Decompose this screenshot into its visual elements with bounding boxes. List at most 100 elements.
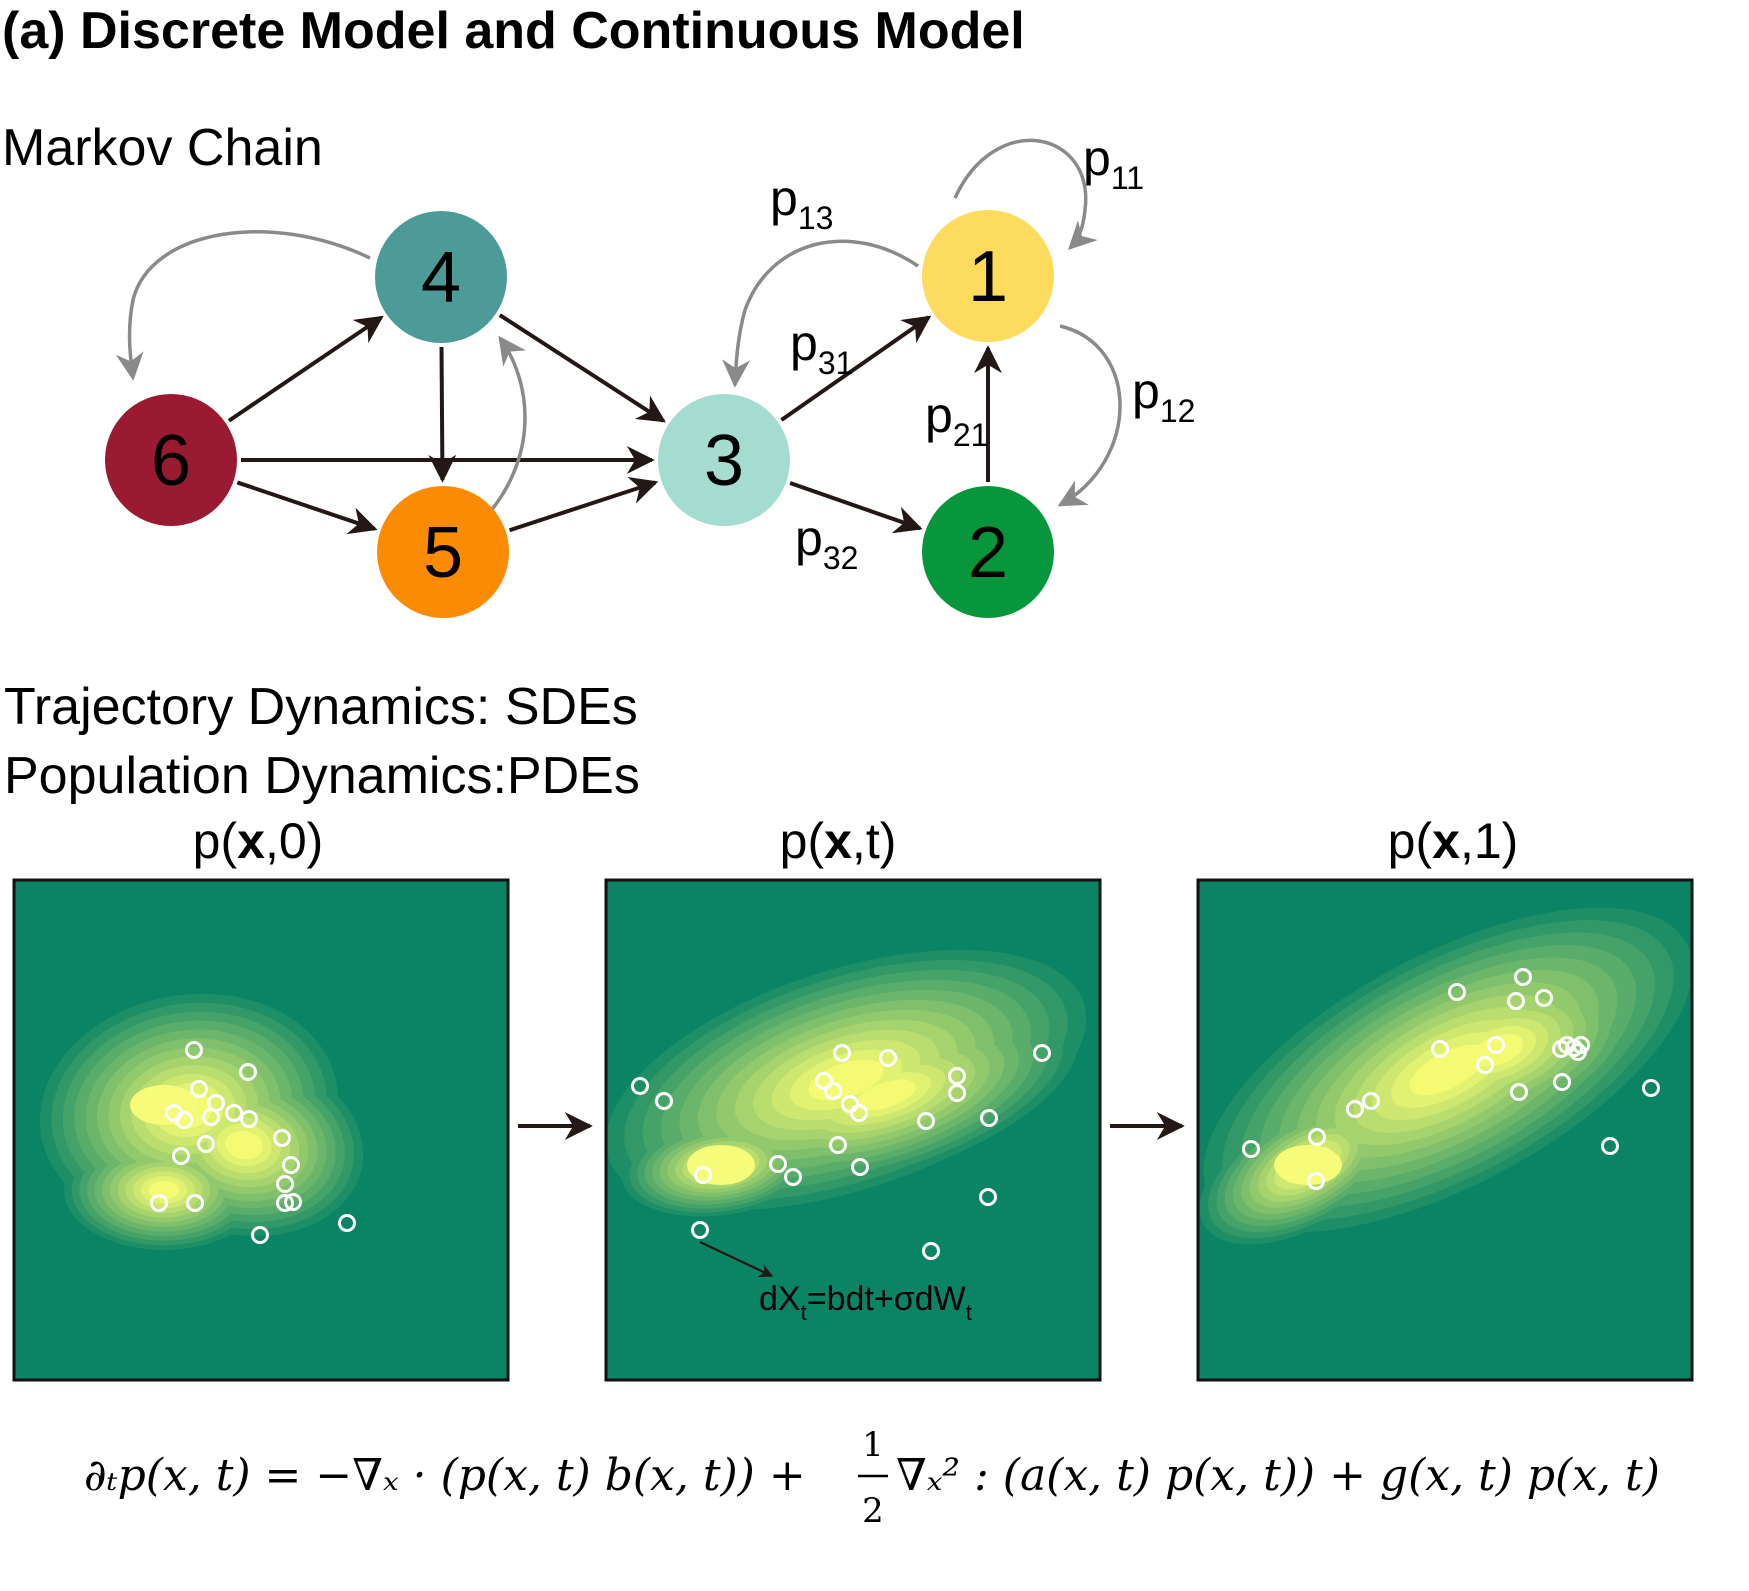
sample-point bbox=[1448, 983, 1466, 1001]
sample-point bbox=[655, 1092, 673, 1110]
node-3-circle bbox=[658, 394, 790, 526]
edge-3-to-1 bbox=[780, 315, 932, 422]
edge-3-to-2-label: p32 bbox=[795, 510, 858, 576]
sample-point bbox=[225, 1104, 243, 1122]
density-panel-t1 bbox=[1196, 878, 1694, 1382]
density-peak bbox=[1274, 1145, 1342, 1185]
sample-point bbox=[829, 1136, 847, 1154]
edge-3-to-2 bbox=[789, 481, 923, 534]
sample-point bbox=[284, 1193, 302, 1211]
equation-lhs: ∂ₜp(x, t) = −∇ₓ · (p(x, t) b(x, t)) + bbox=[84, 1450, 806, 1501]
sample-point bbox=[850, 1104, 868, 1122]
node-2: 2 bbox=[922, 486, 1054, 618]
node-3: 3 bbox=[658, 394, 790, 526]
sample-point bbox=[1601, 1137, 1619, 1155]
edge-1-to-2 bbox=[1057, 324, 1122, 507]
edge-1-to-1 bbox=[953, 138, 1098, 250]
sample-point bbox=[1507, 992, 1525, 1010]
node-3-label: 3 bbox=[704, 421, 744, 501]
density-peak bbox=[687, 1145, 755, 1185]
sample-point bbox=[251, 1226, 269, 1244]
sample-point bbox=[1307, 1172, 1325, 1190]
sample-point bbox=[1242, 1140, 1260, 1158]
sample-point bbox=[1476, 1056, 1494, 1074]
edge-6-to-5 bbox=[236, 480, 378, 535]
sample-point bbox=[1308, 1128, 1326, 1146]
sample-point bbox=[979, 1188, 997, 1206]
panel-title-t1: p(x,1) bbox=[1388, 813, 1519, 869]
sample-point bbox=[1510, 1083, 1528, 1101]
sample-point bbox=[922, 1242, 940, 1260]
sample-point bbox=[980, 1109, 998, 1127]
density-contour bbox=[808, 1059, 884, 1101]
sample-point bbox=[833, 1044, 851, 1062]
edge-1-to-1-label: p11 bbox=[1083, 130, 1144, 196]
node-5: 5 bbox=[377, 486, 509, 618]
sample-point bbox=[276, 1194, 294, 1212]
sample-point bbox=[276, 1175, 294, 1193]
panel-title-t0: p(x,0) bbox=[193, 813, 324, 869]
density-panel-tt bbox=[604, 878, 1102, 1382]
sample-point bbox=[1346, 1100, 1364, 1118]
sample-point bbox=[694, 1166, 712, 1184]
sample-point bbox=[1642, 1079, 1660, 1097]
sample-point bbox=[273, 1129, 291, 1147]
sample-point bbox=[815, 1072, 833, 1090]
sample-point bbox=[1535, 989, 1553, 1007]
sample-point bbox=[769, 1155, 787, 1173]
density-contour bbox=[225, 1130, 263, 1160]
panel-title-tt: p(x,t) bbox=[780, 813, 897, 869]
fokker-planck-equation: ∂ₜp(x, t) = −∇ₓ · (p(x, t) b(x, t)) + 1 … bbox=[84, 1425, 1660, 1531]
sample-point bbox=[824, 1082, 842, 1100]
node-6-label: 6 bbox=[151, 421, 191, 501]
sample-point bbox=[282, 1156, 300, 1174]
node-2-circle bbox=[922, 486, 1054, 618]
pde-heading: Population Dynamics:PDEs bbox=[4, 747, 640, 805]
sample-point bbox=[190, 1080, 208, 1098]
panel-frame bbox=[1196, 878, 1694, 1382]
density-panel-t0 bbox=[12, 878, 510, 1382]
edge-6-to-4 bbox=[227, 315, 384, 423]
sample-point bbox=[1487, 1036, 1505, 1054]
sde-heading: Trajectory Dynamics: SDEs bbox=[4, 678, 638, 736]
edge-4-to-6 bbox=[115, 230, 371, 381]
sample-point bbox=[239, 1063, 257, 1081]
sample-point bbox=[948, 1067, 966, 1085]
node-5-circle bbox=[377, 486, 509, 618]
equation-fraction-denominator: 2 bbox=[862, 1491, 884, 1531]
edge-3-to-1-label: p31 bbox=[790, 315, 853, 381]
node-1: 1 bbox=[922, 210, 1054, 342]
markov-chain-graph: p31 p32 p21 p13 p12 p11 1 2 3 4 5 6 bbox=[105, 130, 1195, 618]
sample-point bbox=[631, 1077, 649, 1095]
node-2-label: 2 bbox=[968, 513, 1008, 593]
node-4-circle bbox=[375, 211, 507, 343]
density-peak bbox=[130, 1085, 198, 1125]
density-contour bbox=[1409, 1044, 1487, 1096]
sample-point bbox=[917, 1112, 935, 1130]
sde-pointer-arrow bbox=[699, 1241, 774, 1277]
sample-point bbox=[202, 1108, 220, 1126]
sample-point bbox=[1553, 1073, 1571, 1091]
sample-point bbox=[150, 1194, 168, 1212]
edge-5-to-4 bbox=[488, 335, 527, 514]
density-contour bbox=[855, 1079, 917, 1111]
sample-point bbox=[185, 1041, 203, 1059]
sample-point bbox=[948, 1084, 966, 1102]
sample-point bbox=[172, 1147, 190, 1165]
sample-point bbox=[240, 1110, 258, 1128]
node-6-circle bbox=[105, 394, 237, 526]
sample-point bbox=[841, 1095, 859, 1113]
sample-point bbox=[851, 1158, 869, 1176]
edge-4-to-5 bbox=[428, 346, 457, 483]
edge-1-to-3-label: p13 bbox=[770, 170, 833, 236]
sample-point bbox=[879, 1049, 897, 1067]
sample-point bbox=[1362, 1092, 1380, 1110]
edge-1-to-3 bbox=[722, 239, 919, 388]
node-5-label: 5 bbox=[423, 513, 463, 593]
node-4: 4 bbox=[375, 211, 507, 343]
edge-4-to-3 bbox=[498, 313, 666, 423]
equation-fraction-numerator: 1 bbox=[862, 1425, 884, 1465]
node-6: 6 bbox=[105, 394, 237, 526]
edge-5-to-3 bbox=[508, 476, 659, 533]
